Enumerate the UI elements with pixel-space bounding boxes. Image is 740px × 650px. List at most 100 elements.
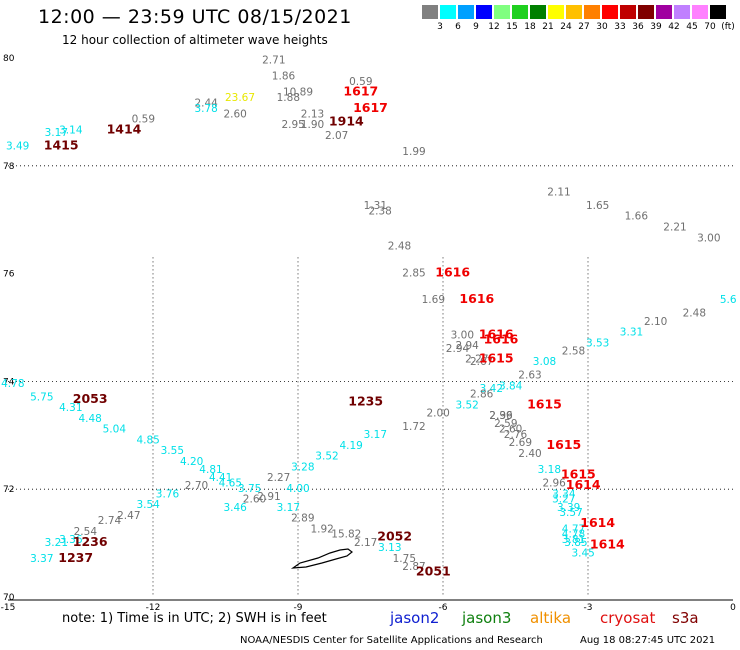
axis-ticks: -15 -12 -9 -6 -3 0 80 78 76 74 72 70: [1, 54, 736, 613]
wave-height-value: 2.48: [388, 240, 411, 252]
wave-height-value: 4.31: [59, 402, 82, 414]
x-tick-label: -15: [1, 603, 16, 613]
scale-swatch: [674, 5, 691, 19]
pass-time-label: 1614: [566, 477, 601, 492]
scale-swatch: [602, 5, 619, 19]
satellite-jason2: jason2: [390, 609, 440, 627]
pass-time-label: 1615: [527, 396, 562, 411]
wave-height-value: 3.78: [194, 103, 217, 115]
y-tick-label: 72: [3, 485, 14, 495]
wave-height-value: 5.6: [720, 294, 737, 306]
x-tick-label: 0: [730, 603, 736, 613]
wave-height-value: 2.69: [509, 437, 532, 449]
island-outline: [290, 548, 353, 569]
map-title: 12:00 — 23:59 UTC 08/15/2021: [38, 6, 352, 28]
scale-label: 45: [686, 22, 698, 32]
map-subtitle: 12 hour collection of altimeter wave hei…: [62, 33, 328, 47]
scale-label: 18: [524, 22, 536, 32]
x-tick-label: -9: [294, 603, 303, 613]
wave-height-value: 2.59: [494, 418, 517, 430]
wave-height-value: 3.52: [315, 451, 338, 463]
wave-height-value: 5.75: [30, 391, 53, 403]
wave-height-value: 4.65: [219, 478, 242, 490]
scale-swatch: [566, 5, 583, 19]
pass-time-label: 1614: [580, 515, 615, 530]
wave-height-value: 4.00: [286, 483, 309, 495]
wave-height-value: 3.49: [6, 141, 29, 153]
wave-height-value: 3.27: [552, 494, 575, 506]
wave-height-value: 2.60: [223, 108, 246, 120]
scale-swatch: [476, 5, 493, 19]
wave-height-value: 3.42: [480, 383, 503, 395]
wave-height-value: 2.48: [683, 308, 706, 320]
wave-height-value: 3.18: [538, 464, 561, 476]
scale-swatch: [548, 5, 565, 19]
wave-height-value: 1.88: [277, 92, 300, 104]
pass-time-labels: 1617161719141414141516161616161616161615…: [44, 84, 625, 579]
wave-height-value: 2.94: [455, 340, 479, 352]
scale-label: 3: [437, 22, 443, 32]
wave-height-value: 3.28: [291, 461, 314, 473]
wave-height-value: 1.65: [586, 200, 609, 212]
credit-text: NOAA/NESDIS Center for Satellite Applica…: [240, 635, 543, 646]
x-tick-label: -12: [146, 603, 161, 613]
wave-height-value: 2.47: [117, 510, 140, 522]
wave-height-value: 2.17: [354, 537, 377, 549]
wave-height-value: 1.69: [422, 294, 445, 306]
wave-height-value: 2.70: [185, 480, 208, 492]
scale-swatch: [584, 5, 601, 19]
pass-time-label: 1237: [58, 550, 93, 565]
y-tick-label: 78: [3, 162, 15, 172]
wave-height-value: 2.63: [518, 370, 541, 382]
wave-height-value: 3.34: [552, 488, 576, 500]
y-tick-label: 70: [3, 593, 15, 603]
wave-height-value: 4.19: [339, 440, 362, 452]
scale-label: 24: [560, 22, 572, 32]
wave-height-value: 3.53: [586, 337, 609, 349]
scale-label: 36: [632, 22, 644, 32]
wave-height-value: 4.81: [199, 464, 222, 476]
wave-height-value: 2.89: [291, 513, 314, 525]
scale-swatch: [422, 5, 439, 19]
wave-height-value: 3.39: [557, 502, 580, 514]
wave-height-value: 23.67: [225, 92, 255, 104]
wave-height-value: 3.84: [499, 380, 523, 392]
wave-height-value: 3.45: [571, 548, 594, 560]
pass-time-label: 1615: [546, 437, 581, 452]
wave-height-value: 2.94: [446, 343, 470, 355]
wave-height-value: 2.95: [281, 119, 304, 131]
satellite-cryosat: cryosat: [600, 609, 656, 627]
scale-swatch: [710, 5, 727, 19]
jan-mayen-island-outline: [290, 548, 353, 569]
wave-height-value: 3.13: [378, 542, 401, 554]
generation-timestamp: Aug 18 08:27:45 UTC 2021: [580, 635, 716, 646]
wave-height-value: 15.82: [331, 529, 361, 541]
pass-time-label: 1914: [329, 113, 364, 128]
wave-height-value: 1.90: [301, 119, 324, 131]
scale-swatch: [512, 5, 529, 19]
scale-label: 30: [596, 22, 608, 32]
pass-time-label: 1617: [343, 84, 378, 99]
wave-height-value: 3.46: [223, 502, 247, 514]
wave-height-value: 3.75: [238, 483, 261, 495]
wave-height-value: 2.44: [194, 98, 218, 110]
y-tick-label: 74: [3, 377, 15, 387]
pass-time-label: 1616: [459, 291, 494, 306]
wave-height-value: 10.89: [283, 87, 313, 99]
pass-time-label: 1614: [590, 536, 625, 551]
scale-swatch: [530, 5, 547, 19]
wave-height-value: 3.85: [564, 537, 587, 549]
wave-height-value: 1.66: [625, 211, 649, 223]
pass-time-label: 1616: [484, 332, 519, 347]
scale-swatch: [620, 5, 637, 19]
wave-height-value: 4.41: [209, 472, 232, 484]
pass-time-label: 1616: [479, 326, 514, 341]
wave-height-value: 4.20: [180, 456, 203, 468]
wave-height-value: 2.13: [301, 108, 324, 120]
wave-height-value: 3.37: [30, 553, 53, 565]
scale-label: 27: [578, 22, 590, 32]
wave-height-value: 2.21: [663, 221, 686, 233]
